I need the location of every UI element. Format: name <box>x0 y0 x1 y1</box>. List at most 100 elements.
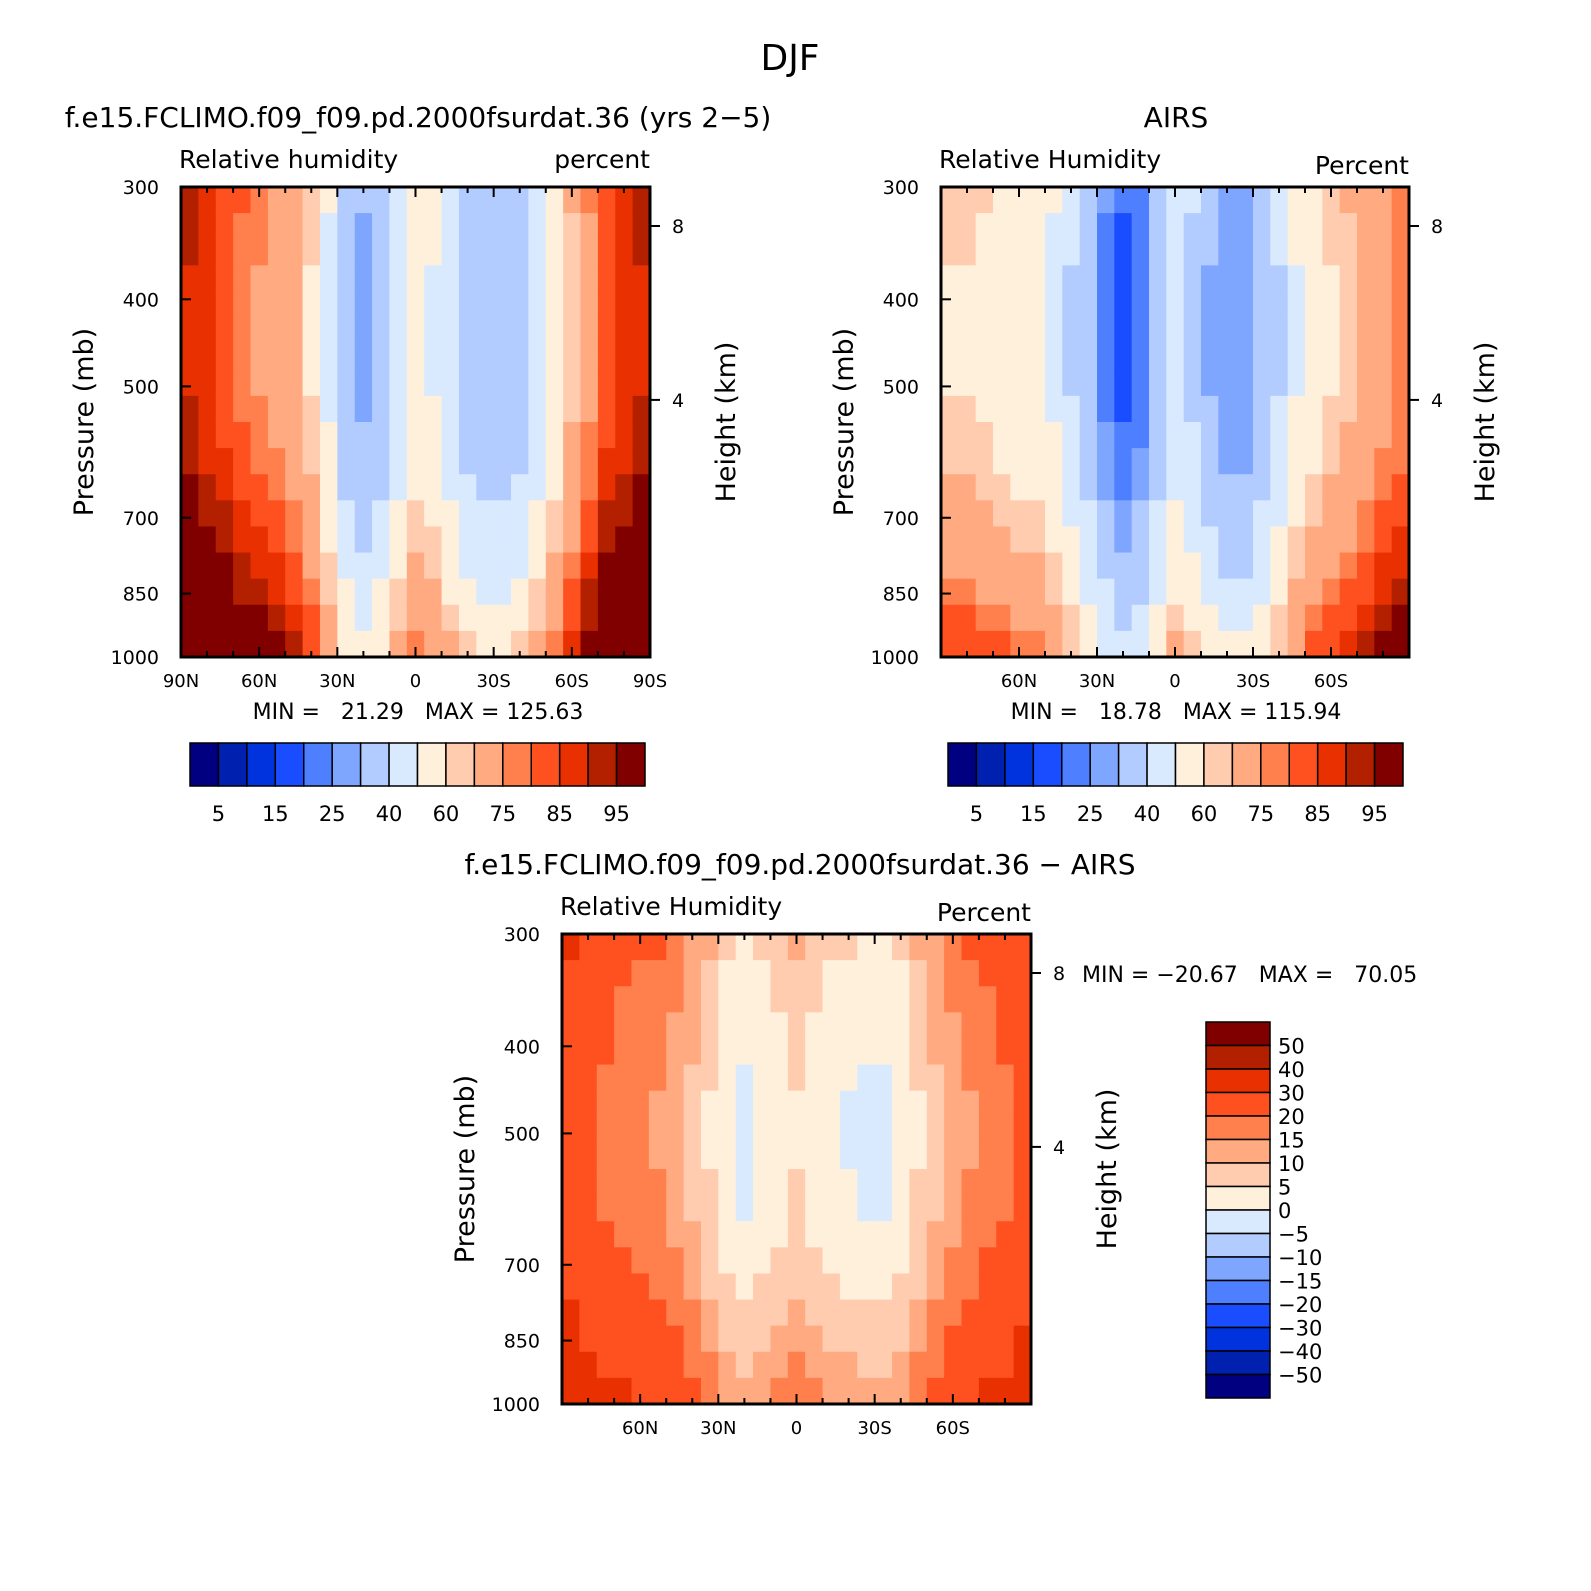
p2-colorbar-label: 95 <box>1361 802 1388 826</box>
p1-cell <box>563 213 582 240</box>
p2-cell <box>975 604 994 632</box>
p2-cell <box>1149 500 1167 528</box>
p3-cell <box>961 1377 980 1405</box>
p2-cell <box>1391 239 1410 266</box>
p1-cell <box>285 422 304 449</box>
p3-cell <box>822 1351 841 1379</box>
p3-cell <box>926 1195 945 1222</box>
p3-cell <box>926 934 945 961</box>
p2-ytick-label: 700 <box>883 508 919 530</box>
p2-cell <box>1201 448 1219 475</box>
p2-cell <box>958 317 977 345</box>
p2-colorbar-box <box>975 742 1006 787</box>
p1-cell <box>319 630 338 658</box>
p1-cell <box>458 395 477 423</box>
p1-cell <box>198 395 217 423</box>
p1-ytick-label: 700 <box>123 508 159 530</box>
p1-colorbar-box <box>416 742 447 787</box>
p3-cell <box>839 1273 858 1301</box>
p1-cell <box>372 552 391 580</box>
p2-cell <box>1218 422 1237 449</box>
p1-cell <box>511 526 530 554</box>
p1-cell <box>424 265 443 293</box>
p2-cell <box>1235 422 1254 449</box>
p1-cell <box>285 552 304 580</box>
p1-cell <box>372 369 391 397</box>
p3-cell <box>700 1169 719 1196</box>
p1-cell <box>424 630 443 658</box>
p2-cell <box>1027 448 1046 475</box>
p3-cell <box>718 1012 737 1040</box>
p3-cell <box>683 1090 702 1118</box>
p2-cell <box>1253 369 1271 397</box>
p3-cell <box>614 1377 633 1405</box>
p3-cell <box>996 1142 1015 1170</box>
p2-cell <box>993 448 1011 475</box>
p2-cell <box>1183 552 1202 580</box>
p3-cell <box>978 960 997 987</box>
p2-cell <box>1045 291 1063 319</box>
p3-cell <box>978 1064 997 1092</box>
p2-cell <box>1201 291 1219 319</box>
p3-cell <box>631 1064 650 1092</box>
p2-cell <box>1149 369 1167 397</box>
p3-cell <box>805 1325 824 1353</box>
p3-cell <box>596 1221 615 1248</box>
p1-cell <box>476 317 495 345</box>
p2-cell <box>1149 578 1167 606</box>
p3-cell <box>996 1377 1015 1405</box>
p2-cell <box>958 239 977 266</box>
p1-cell <box>250 343 269 371</box>
p1-cell <box>372 239 391 266</box>
p1-cell <box>632 630 651 658</box>
p1-cell <box>250 552 269 580</box>
p1-cell <box>528 369 547 397</box>
p1-cell <box>233 552 252 580</box>
p1-cell <box>319 265 338 293</box>
p1-cell <box>632 317 651 345</box>
p2-cell <box>1045 474 1063 501</box>
p2-cell <box>1166 369 1185 397</box>
p2-cell <box>1357 630 1375 658</box>
p1-cell <box>389 291 408 319</box>
p3-cell <box>683 1038 702 1066</box>
p3-cell <box>961 960 980 987</box>
p3-cell <box>700 1195 719 1222</box>
p2-cell <box>993 239 1011 266</box>
p3-cell <box>562 1221 580 1248</box>
p3-cell <box>770 1325 789 1353</box>
p1-cell <box>632 213 651 240</box>
p1-cell <box>181 213 199 240</box>
p2-cell <box>1010 448 1029 475</box>
p2-cell <box>941 213 959 240</box>
p2-cell <box>1235 578 1254 606</box>
p2-colorbar-box <box>1174 742 1205 787</box>
p3-cell <box>944 1195 963 1222</box>
p3-cell <box>961 1221 980 1248</box>
p1-cell <box>354 422 373 449</box>
p3-cell <box>735 1273 754 1301</box>
p2-cell <box>1287 630 1306 658</box>
p1-cell <box>389 213 408 240</box>
p1-left-label: Relative humidity <box>179 145 398 174</box>
p1-cell <box>285 500 304 528</box>
p1-cell <box>528 343 547 371</box>
p2-cell <box>1235 213 1254 240</box>
p1-cell <box>545 448 564 475</box>
p3-cell <box>909 986 928 1013</box>
p2-cell <box>1010 578 1029 606</box>
p1-cell <box>372 395 391 423</box>
p1-cell <box>615 317 634 345</box>
p2-cell <box>1010 422 1029 449</box>
p3-cell <box>1013 1116 1032 1144</box>
p3-cell <box>631 1221 650 1248</box>
p1-cell <box>632 343 651 371</box>
p2-cell <box>1287 500 1306 528</box>
p1-cell <box>285 291 304 319</box>
p3-cell <box>909 1325 928 1353</box>
p2-cell <box>1253 500 1271 528</box>
p3-cell <box>805 1351 824 1379</box>
p1-cell <box>597 526 616 554</box>
p2-cell <box>1183 500 1202 528</box>
p1-cell <box>215 265 234 293</box>
